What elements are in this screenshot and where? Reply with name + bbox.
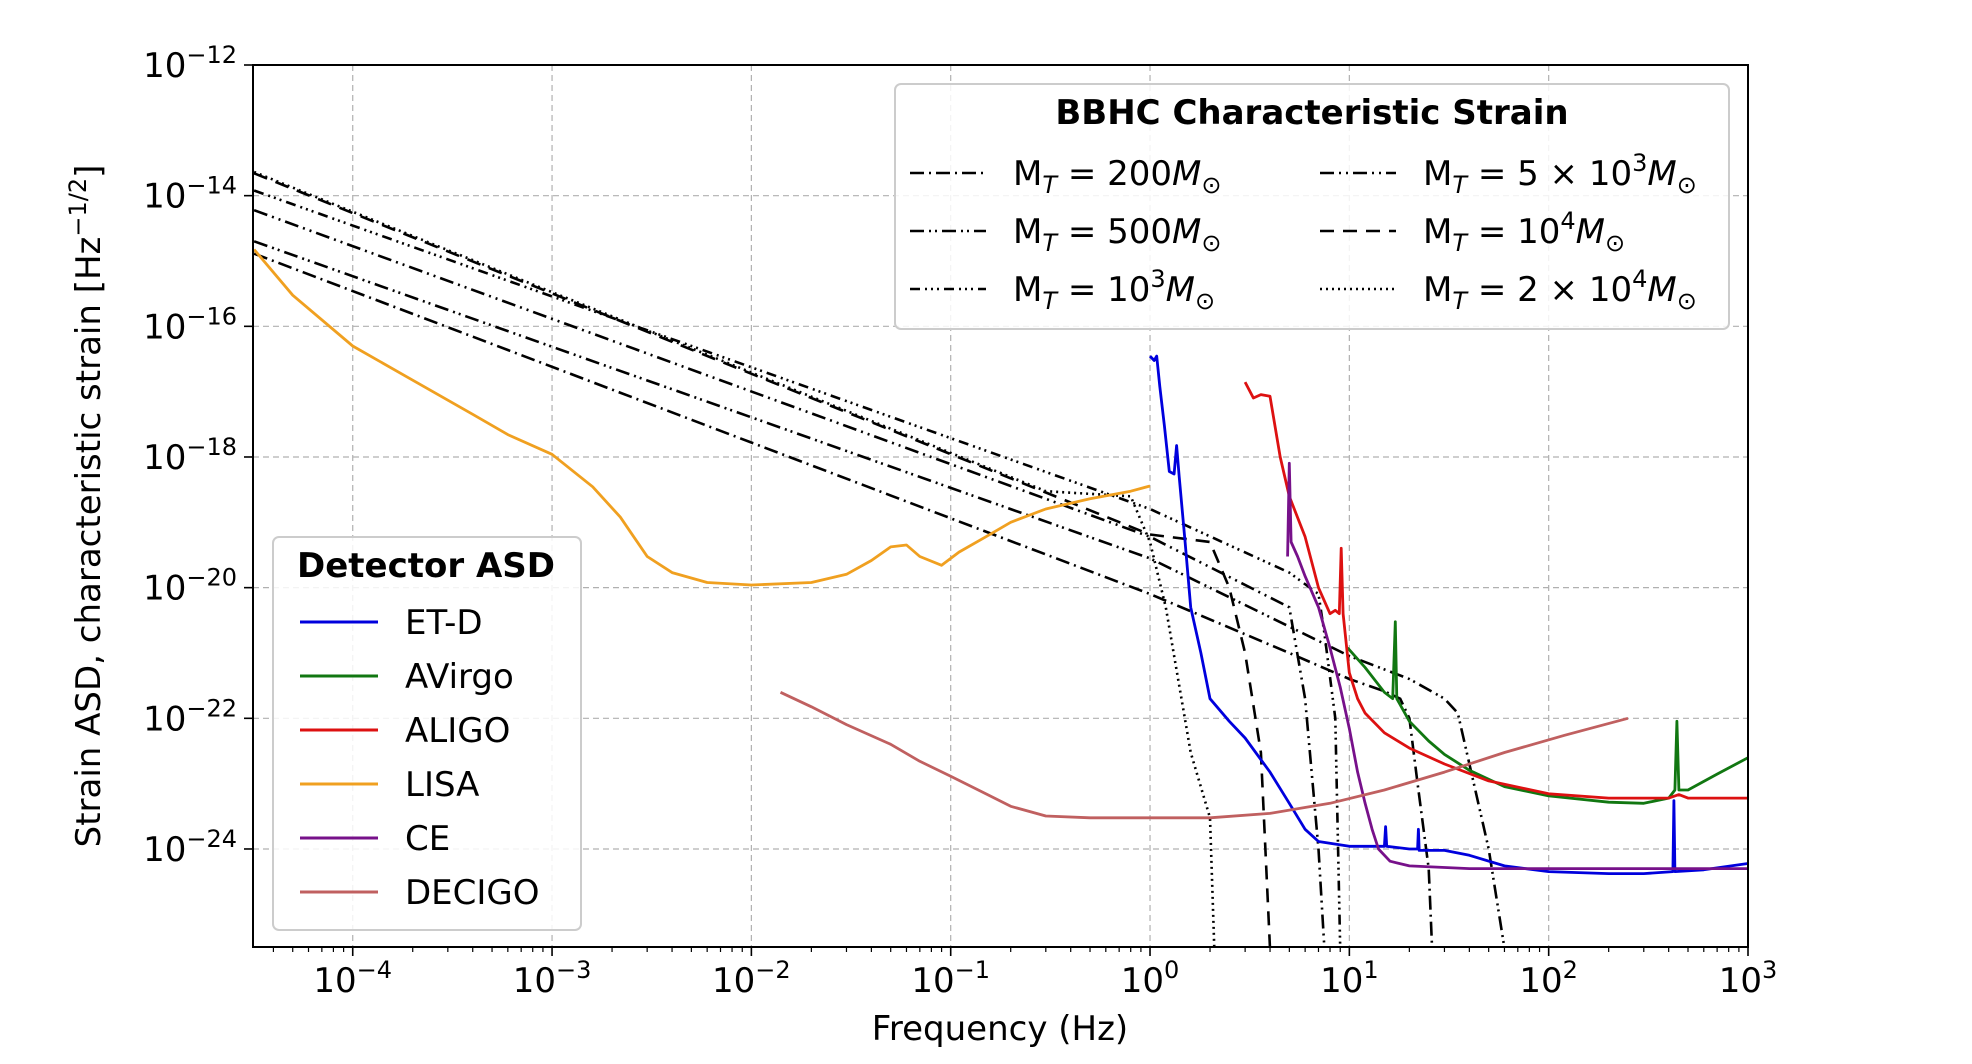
y-tick-label: 10−20 <box>143 564 237 609</box>
bbhc-line-10000 <box>253 172 1272 947</box>
detector-line-lisa <box>253 248 1151 587</box>
legend-label-bbhc-1000: MT = 103M⊙ <box>1013 265 1215 315</box>
series-group <box>253 170 1748 947</box>
legend-label-bbhc-500: MT = 500M⊙ <box>1013 212 1221 257</box>
bbhc-line-1000 <box>253 189 1342 947</box>
legend-label-bbhc-200: MT = 200M⊙ <box>1013 154 1221 199</box>
bbhc-line-5000 <box>253 208 1326 947</box>
legend-bbhc-title: BBHC Characteristic Strain <box>1055 93 1568 133</box>
legend-label-aligo: ALIGO <box>405 711 510 751</box>
legend-detectors-box <box>272 536 582 931</box>
y-tick-label: 10−24 <box>143 825 237 870</box>
legend-detectors-title: Detector ASD <box>297 546 555 586</box>
legend-label-bbhc-20000: MT = 2 × 104M⊙ <box>1423 265 1697 315</box>
x-tick-label: 101 <box>1320 956 1379 1001</box>
legend-label-ce: CE <box>405 819 450 859</box>
legend-detectors: Detector ASD ET-D AVirgo ALIGO LISA CE DECIGO <box>272 536 582 931</box>
bbhc-line-200 <box>253 252 1434 947</box>
x-tick-label: 10−4 <box>313 956 392 1001</box>
detector-line-ce <box>1286 461 1748 870</box>
bbhc-line-20000 <box>253 170 1216 947</box>
y-tick-label: 10−14 <box>143 172 237 217</box>
detector-line-aligo <box>1243 381 1748 800</box>
ticks: 10−4 10−3 10−2 10−1 100 101 102 103 10−12 10−14 10… <box>143 41 1777 1001</box>
x-tick-label: 100 <box>1121 956 1180 1001</box>
detector-line-et-d <box>1148 354 1748 875</box>
plot-frame <box>252 64 1749 948</box>
legend-bbhc-box <box>894 83 1730 330</box>
y-axis-label: Strain ASD, characteristic strain [Hz−1/… <box>64 165 109 848</box>
legend-label-decigo: DECIGO <box>405 873 540 913</box>
x-tick-label: 10−3 <box>513 956 592 1001</box>
y-tick-label: 10−16 <box>143 302 237 347</box>
y-tick-label: 10−18 <box>143 433 237 478</box>
x-tick-label: 10−1 <box>911 956 990 1001</box>
x-tick-label: 103 <box>1719 956 1778 1001</box>
legend-label-bbhc-5000: MT = 5 × 103M⊙ <box>1423 149 1697 199</box>
bbhc-line-500 <box>253 240 1506 947</box>
legend-label-bbhc-10000: MT = 104M⊙ <box>1423 207 1625 257</box>
y-tick-label: 10−12 <box>143 41 237 86</box>
detector-line-avirgo <box>1346 620 1748 805</box>
legend-label-lisa: LISA <box>405 765 479 805</box>
x-axis-label: Frequency (Hz) <box>872 1009 1128 1049</box>
x-tick-label: 102 <box>1519 956 1578 1001</box>
y-tick-label: 10−22 <box>143 694 237 739</box>
legend-label-avirgo: AVirgo <box>405 657 514 697</box>
x-tick-label: 10−2 <box>712 956 791 1001</box>
legend-bbhc: BBHC Characteristic Strain MT = 200M⊙ MT … <box>894 83 1730 330</box>
legend-label-et-d: ET-D <box>405 603 483 643</box>
detector-line-decigo <box>779 691 1629 820</box>
